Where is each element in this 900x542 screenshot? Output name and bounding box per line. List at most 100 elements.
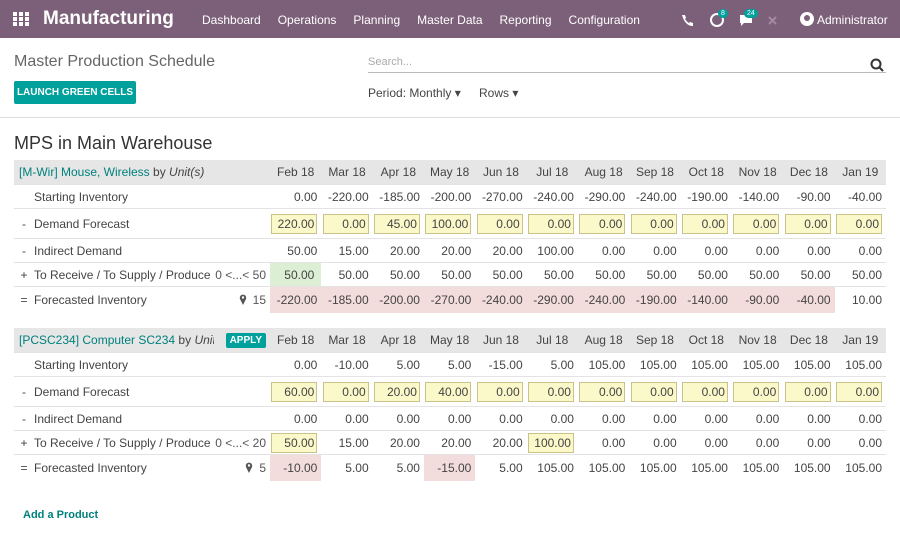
value-input[interactable]: 0.00 <box>784 381 831 402</box>
month-header: Mar 18 <box>321 160 373 185</box>
value-cell: 0.00 <box>731 430 784 455</box>
month-header: Sep 18 <box>629 160 681 185</box>
value-input[interactable]: 100.00 <box>425 213 472 234</box>
apps-icon[interactable] <box>13 12 29 26</box>
row-extra: 0 <...< 20 <box>214 430 270 455</box>
value-cell: -10.00 <box>321 352 373 377</box>
value-input[interactable]: 50.00 <box>271 432 318 453</box>
value-cell: 105.00 <box>731 454 784 481</box>
product-name[interactable]: [M-Wir] Mouse, Wireless <box>19 165 150 179</box>
value-cell: 50.00 <box>783 262 835 287</box>
value-input[interactable]: 0.00 <box>836 381 882 402</box>
add-product[interactable]: Add a Product <box>23 509 99 521</box>
mps-row: + To Receive / To Supply / Produce 0 <...<… <box>14 430 886 455</box>
value: 0.00 <box>345 411 369 426</box>
month-header: Apr 18 <box>372 328 424 353</box>
value-input[interactable]: 45.00 <box>373 213 420 234</box>
value-cell: 50.00 <box>526 262 578 287</box>
value-input[interactable]: 0.00 <box>579 381 626 402</box>
value-input[interactable]: 0.00 <box>836 213 882 234</box>
month-header: Dec 18 <box>783 160 835 185</box>
launch-button[interactable]: LAUNCH GREEN CELLS <box>14 81 136 104</box>
row-label-cell: = Forecasted Inventory <box>14 286 214 313</box>
value: 0.00 <box>293 189 318 204</box>
value-cell: 0.00 <box>834 406 886 431</box>
value: -220.00 <box>276 292 318 307</box>
product-name[interactable]: [PCSC234] Computer SC234 <box>19 333 176 347</box>
value-cell: -220.00 <box>321 184 373 209</box>
value-input[interactable]: 0.00 <box>579 213 626 234</box>
value: 0.00 <box>601 243 626 258</box>
breadcrumb: Master Production Schedule <box>14 53 215 70</box>
value-input[interactable]: 0.00 <box>784 213 831 234</box>
value-cell: -15.00 <box>423 454 476 481</box>
pin-icon <box>239 294 246 305</box>
value-cell: -240.00 <box>577 286 630 313</box>
value: 105.00 <box>793 357 831 372</box>
value-input[interactable]: 0.00 <box>322 213 369 234</box>
rows-dropdown[interactable]: Rows ▾ <box>479 86 519 100</box>
search-icon[interactable] <box>870 58 884 72</box>
row-sign: - <box>22 411 26 426</box>
value-cell: 50.00 <box>577 262 630 287</box>
value-cell: 5.00 <box>372 454 424 481</box>
value: 5.00 <box>447 357 472 372</box>
value-input[interactable]: 0.00 <box>630 213 677 234</box>
value-input[interactable]: 100.00 <box>527 432 574 453</box>
month-header: May 18 <box>423 160 476 185</box>
menu-item[interactable]: Dashboard <box>202 13 261 27</box>
value-input[interactable]: 0.00 <box>733 213 780 234</box>
value-input[interactable]: 0.00 <box>322 381 369 402</box>
app-name[interactable]: Manufacturing <box>43 8 174 29</box>
value-cell: 105.00 <box>577 352 630 377</box>
value-input[interactable]: 40.00 <box>425 381 472 402</box>
row-label-cell: - Indirect Demand <box>14 406 214 431</box>
value-input[interactable]: 0.00 <box>476 213 523 234</box>
value: 20.00 <box>389 243 420 258</box>
value-input[interactable]: 0.00 <box>681 213 728 234</box>
value-input[interactable]: 20.00 <box>373 381 420 402</box>
product-cell: [PCSC234] Computer SC234 by Unit(s) <box>14 328 214 353</box>
value-input[interactable]: 0.00 <box>527 381 574 402</box>
value-cell: -10.00 <box>270 454 322 481</box>
value-cell: 20.00 <box>475 430 527 455</box>
value-input[interactable]: 220.00 <box>271 213 318 234</box>
menu-item[interactable]: Master Data <box>417 13 483 27</box>
menu-item[interactable]: Planning <box>353 13 401 27</box>
value-cell: 0.00 <box>629 406 681 431</box>
value-input[interactable]: 60.00 <box>271 381 318 402</box>
value-cell: 0.00 <box>526 376 578 407</box>
month-header: Dec 18 <box>783 328 835 353</box>
menu-item[interactable]: Reporting <box>499 13 552 27</box>
value: 15.00 <box>338 243 369 258</box>
user-menu[interactable]: Administrator <box>817 13 888 27</box>
value: -270.00 <box>481 189 523 204</box>
value-input[interactable]: 0.00 <box>733 381 780 402</box>
value-cell: 40.00 <box>423 376 476 407</box>
value-cell: 105.00 <box>834 352 886 377</box>
value-input[interactable]: 0.00 <box>681 381 728 402</box>
value-input[interactable]: 0.00 <box>527 213 574 234</box>
period-dropdown[interactable]: Period: Monthly ▾ <box>368 86 461 100</box>
mps-row: + To Receive / To Supply / Produce 0 <...<… <box>14 262 886 287</box>
by-label: by <box>178 333 192 347</box>
pin-icon <box>246 462 253 473</box>
value-cell: 20.00 <box>372 238 424 263</box>
value: 0.00 <box>550 411 574 426</box>
value-input[interactable]: 50.00 <box>271 264 318 285</box>
value: -140.00 <box>738 189 780 204</box>
menu-item[interactable]: Operations <box>277 13 337 27</box>
menu-item[interactable]: Configuration <box>568 13 640 27</box>
avatar <box>800 12 814 26</box>
product-header: [PCSC234] Computer SC234 by Unit(s) APPLY… <box>14 328 886 353</box>
value-input[interactable]: 0.00 <box>630 381 677 402</box>
value: 105.00 <box>691 357 728 372</box>
value-cell: 0.00 <box>783 208 835 239</box>
value: 105.00 <box>793 460 831 475</box>
value-input[interactable]: 0.00 <box>476 381 523 402</box>
value: -140.00 <box>687 292 728 307</box>
value: -240.00 <box>584 292 626 307</box>
apply-button[interactable]: APPLY <box>225 333 266 348</box>
search-input[interactable]: Search... <box>368 56 886 73</box>
